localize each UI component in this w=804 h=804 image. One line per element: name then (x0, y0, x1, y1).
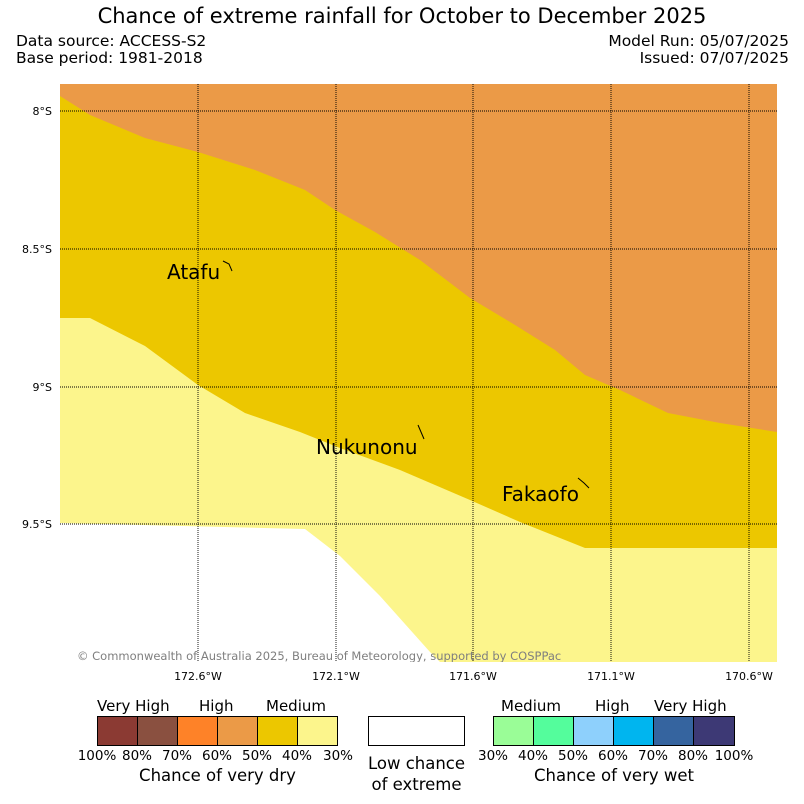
legend-dry-tick: 50% (241, 748, 273, 764)
legend-dry-tick: 70% (161, 748, 193, 764)
place-label-nukunonu: Nukunonu (316, 435, 418, 459)
copyright-text: © Commonwealth of Australia 2025, Bureau… (77, 649, 561, 663)
legend-wet-tick: 100% (714, 748, 754, 764)
legend-dry-head-medium: Medium (266, 697, 326, 715)
legend-low-caption-line2: of extreme (371, 775, 462, 794)
swatch-wet-70-80 (654, 717, 694, 745)
legend-dry-colorbar (97, 716, 338, 746)
legend-wet-head-high: High (595, 697, 630, 715)
legend-wet-tick: 80% (677, 748, 709, 764)
swatch-wet-30-40 (494, 717, 534, 745)
legend-wet-tick: 50% (557, 748, 589, 764)
swatch-wet-60-70 (614, 717, 654, 745)
low-chance-zone (60, 523, 440, 662)
map-title: Chance of extreme rainfall for October t… (97, 4, 707, 28)
lon-label-170-6w: 170.6°W (725, 670, 773, 683)
legend-low-swatch (368, 716, 465, 746)
issued-text: Issued: 07/07/2025 (639, 49, 789, 67)
legend-low-caption: Low chance of extreme (340, 753, 493, 795)
legend-low-caption-line1: Low chance (367, 754, 466, 773)
map-plot-area: © Commonwealth of Australia 2025, Bureau… (60, 84, 777, 663)
legend-wet-caption: Chance of very wet (534, 766, 694, 785)
swatch-wet-50-60 (574, 717, 614, 745)
atafu-outline (222, 260, 233, 272)
model-run-text: Model Run: 05/07/2025 (608, 32, 789, 50)
swatch-wet-40-50 (534, 717, 574, 745)
legend-dry-tick: 100% (77, 748, 117, 764)
base-period-text: Base period: 1981-2018 (16, 49, 203, 67)
legend-dry-tick: 80% (121, 748, 153, 764)
swatch-dry-70-60 (178, 717, 218, 745)
data-source-text: Data source: ACCESS-S2 (16, 32, 207, 50)
lat-label-8s: 8°S (33, 105, 52, 118)
legend-wet-head-medium: Medium (501, 697, 561, 715)
lat-label-9-5s: 9.5°S (22, 518, 52, 531)
swatch-dry-60-50 (218, 717, 258, 745)
legend-wet-colorbar (493, 716, 735, 746)
nukunonu-outline (417, 424, 425, 440)
swatch-dry-40-30 (298, 717, 337, 745)
swatch-dry-100-80 (98, 717, 138, 745)
swatch-dry-80-70 (138, 717, 178, 745)
legend-dry-caption: Chance of very dry (139, 766, 296, 785)
legend-dry-head-very-high: Very High (97, 697, 170, 715)
graticule (60, 84, 777, 662)
legend-wet-tick: 40% (517, 748, 549, 764)
lat-label-8-5s: 8.5°S (22, 243, 52, 256)
lon-label-171-1w: 171.1°W (587, 670, 635, 683)
legend-dry-tick: 60% (201, 748, 233, 764)
lon-label-172-1w: 172.1°W (312, 670, 360, 683)
fakaofo-outline (577, 477, 590, 489)
legend-dry-head-high: High (199, 697, 234, 715)
legend-wet-head-very-high: Very High (654, 697, 727, 715)
swatch-dry-50-40 (258, 717, 298, 745)
lon-label-171-6w: 171.6°W (449, 670, 497, 683)
island-outlines (222, 260, 590, 489)
legend-wet-tick: 60% (597, 748, 629, 764)
place-label-fakaofo: Fakaofo (502, 482, 579, 506)
meta-left: Data source: ACCESS-S2 Base period: 1981… (16, 33, 206, 67)
meta-right: Model Run: 05/07/2025 Issued: 07/07/2025 (608, 33, 789, 67)
legend-wet-tick: 70% (637, 748, 669, 764)
legend-dry-tick: 30% (322, 748, 354, 764)
swatch-wet-80-100 (694, 717, 734, 745)
lon-label-172-6w: 172.6°W (174, 670, 222, 683)
place-label-atafu: Atafu (167, 260, 220, 284)
legend-dry-tick: 40% (281, 748, 313, 764)
legend-wet-tick: 30% (477, 748, 509, 764)
lat-label-9s: 9°S (33, 381, 52, 394)
